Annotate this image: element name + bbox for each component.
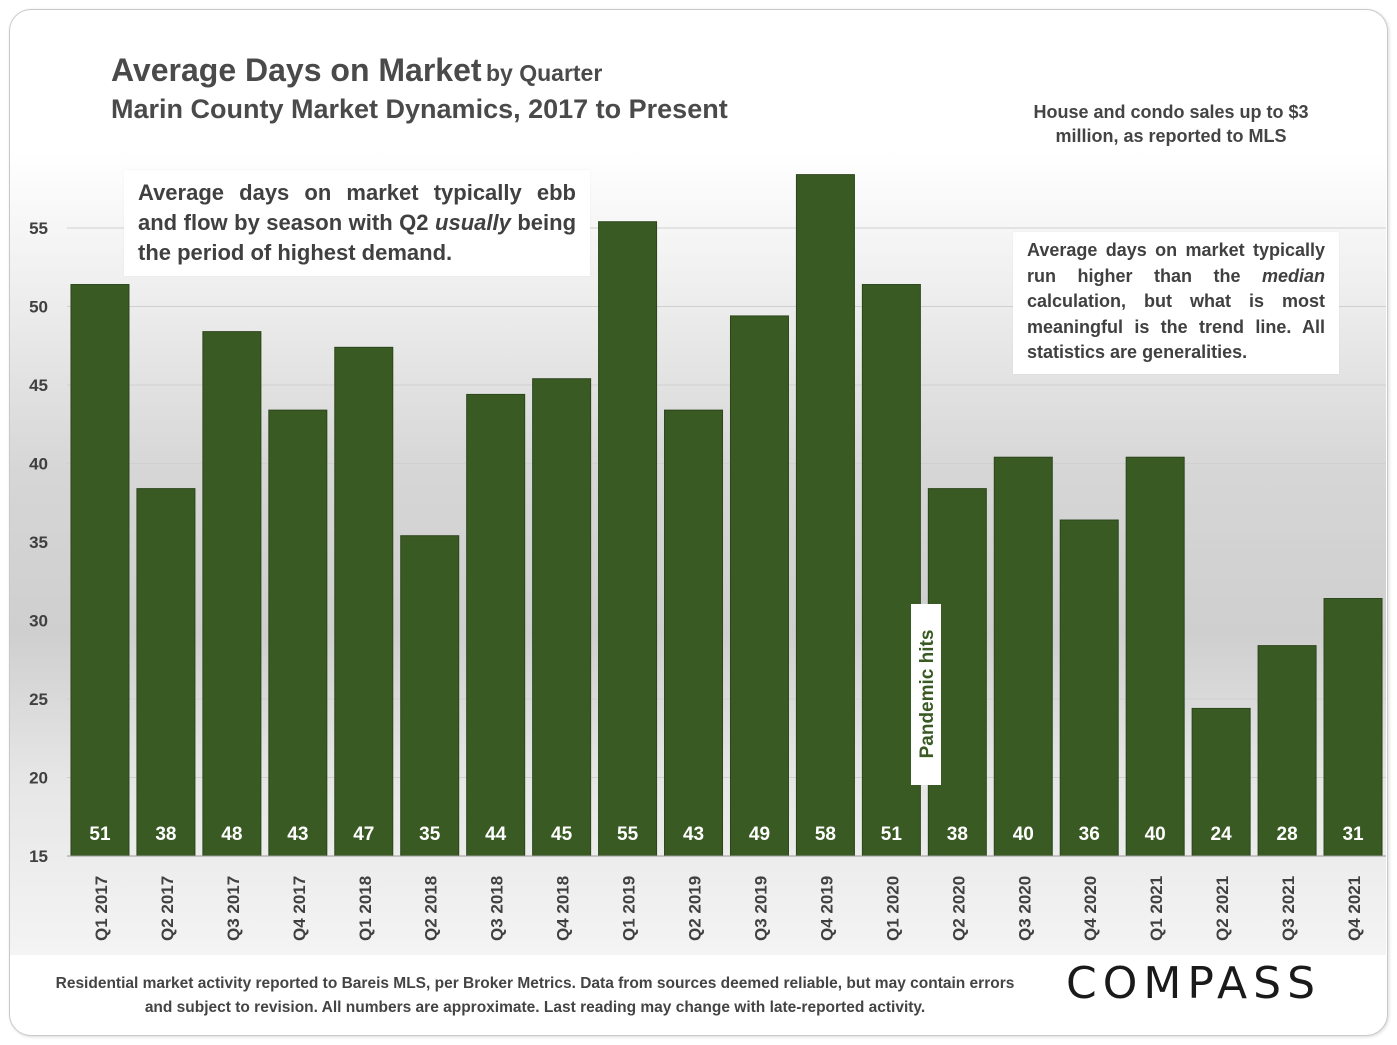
pandemic-marker: Pandemic hits bbox=[911, 604, 941, 785]
bar-value-label: 31 bbox=[1342, 824, 1364, 845]
y-tick-label: 50 bbox=[29, 298, 48, 317]
annotation-text: Average days on market typically ebb and… bbox=[138, 180, 576, 235]
bar bbox=[993, 456, 1053, 857]
x-tick-label: Q3 2019 bbox=[751, 876, 770, 941]
annotation-text: Average days on market typically run hig… bbox=[1027, 240, 1325, 286]
bar-value-label: 55 bbox=[617, 824, 639, 845]
bar-value-label: 35 bbox=[419, 824, 441, 845]
y-tick-label: 30 bbox=[29, 612, 48, 631]
x-tick-label: Q1 2020 bbox=[883, 876, 902, 941]
y-tick-label: 55 bbox=[29, 219, 48, 238]
pandemic-label: Pandemic hits bbox=[917, 630, 938, 759]
x-tick-label: Q4 2021 bbox=[1345, 876, 1364, 941]
annotation-emphasis: usually bbox=[435, 210, 511, 235]
bar bbox=[729, 315, 789, 857]
bar bbox=[400, 535, 460, 857]
bar bbox=[268, 409, 328, 857]
bar-value-label: 51 bbox=[881, 824, 903, 845]
bar-value-label: 28 bbox=[1277, 824, 1298, 845]
y-tick-label: 40 bbox=[29, 455, 48, 474]
x-tick-label: Q1 2019 bbox=[620, 876, 639, 941]
bar-value-label: 58 bbox=[815, 824, 836, 845]
title-main: Average Days on Market bbox=[111, 52, 482, 88]
annotation-emphasis: median bbox=[1261, 265, 1325, 286]
bar bbox=[70, 284, 130, 857]
bar-value-label: 24 bbox=[1211, 824, 1233, 845]
x-tick-label: Q3 2018 bbox=[488, 876, 507, 941]
annotation-text: calculation, but what is most meaningful… bbox=[1027, 291, 1325, 362]
y-tick-label: 25 bbox=[29, 690, 48, 709]
chart-subtitle: Marin County Market Dynamics, 2017 to Pr… bbox=[111, 94, 728, 124]
bar-value-label: 49 bbox=[749, 824, 770, 845]
x-tick-label: Q4 2017 bbox=[290, 876, 309, 941]
x-tick-label: Q2 2017 bbox=[158, 876, 177, 941]
bar-value-label: 48 bbox=[221, 824, 242, 845]
bar bbox=[202, 331, 262, 857]
bar-value-label: 40 bbox=[1013, 824, 1034, 845]
bar bbox=[1125, 456, 1185, 857]
compass-logo: COMPASS bbox=[1066, 958, 1321, 1009]
x-axis-labels: Q1 2017 Q2 2017 Q3 2017 Q4 2017 Q1 2018 Q2 20… bbox=[92, 876, 1364, 941]
trend-annotation: Average days on market typically run hig… bbox=[1013, 232, 1339, 374]
bars: 51 38 48 43 47 35 44 45 55 43 49 58 51 38 40 36 40 24 28 31 bbox=[67, 174, 1386, 857]
bar bbox=[334, 346, 394, 857]
x-tick-label: Q4 2018 bbox=[554, 876, 573, 941]
bar-value-label: 47 bbox=[353, 824, 374, 845]
x-tick-label: Q3 2017 bbox=[224, 876, 243, 941]
bar bbox=[598, 221, 658, 857]
bar bbox=[466, 393, 526, 857]
bar-value-label: 43 bbox=[287, 824, 308, 845]
source-note: Residential market activity reported to … bbox=[55, 975, 1015, 1016]
y-tick-label: 45 bbox=[29, 376, 48, 395]
bar bbox=[1059, 519, 1119, 857]
y-tick-label: 15 bbox=[29, 847, 48, 866]
bar bbox=[136, 488, 196, 857]
chart-title: Average Days on Market by Quarter bbox=[111, 52, 602, 89]
bar bbox=[795, 174, 855, 857]
pandemic-label-bg bbox=[911, 604, 941, 785]
bar-value-label: 44 bbox=[485, 824, 507, 845]
x-tick-label: Q4 2019 bbox=[817, 876, 836, 941]
bar-value-label: 51 bbox=[89, 824, 111, 845]
x-tick-label: Q2 2020 bbox=[949, 876, 968, 941]
bar-value-label: 40 bbox=[1145, 824, 1166, 845]
title-suffix: by Quarter bbox=[485, 60, 603, 86]
x-tick-label: Q1 2021 bbox=[1147, 876, 1166, 941]
x-tick-label: Q4 2020 bbox=[1081, 876, 1100, 941]
y-tick-label: 35 bbox=[29, 533, 48, 552]
x-tick-label: Q2 2021 bbox=[1213, 876, 1232, 941]
annotation-text: being the period of highest demand. bbox=[138, 210, 577, 265]
bar bbox=[664, 409, 724, 857]
bar bbox=[1323, 598, 1383, 857]
x-tick-label: Q1 2018 bbox=[356, 876, 375, 941]
bar bbox=[1257, 645, 1317, 857]
y-axis-ticks: 15 20 25 30 35 40 45 50 55 bbox=[29, 219, 48, 866]
x-tick-label: Q2 2019 bbox=[686, 876, 705, 941]
x-tick-label: Q1 2017 bbox=[92, 876, 111, 941]
bar bbox=[532, 378, 592, 857]
scope-note: House and condo sales up to $3 million, … bbox=[1033, 102, 1309, 146]
bar-value-label: 36 bbox=[1079, 824, 1100, 845]
x-tick-label: Q3 2021 bbox=[1279, 876, 1298, 941]
x-tick-label: Q3 2020 bbox=[1015, 876, 1034, 941]
bar-value-label: 38 bbox=[155, 824, 176, 845]
seasonality-annotation: Average days on market typically ebb and… bbox=[124, 170, 590, 276]
y-tick-label: 20 bbox=[29, 769, 48, 788]
bar bbox=[861, 284, 921, 857]
x-tick-label: Q2 2018 bbox=[422, 876, 441, 941]
bar-value-label: 43 bbox=[683, 824, 704, 845]
bar-value-label: 38 bbox=[947, 824, 968, 845]
bar-value-label: 45 bbox=[551, 824, 573, 845]
